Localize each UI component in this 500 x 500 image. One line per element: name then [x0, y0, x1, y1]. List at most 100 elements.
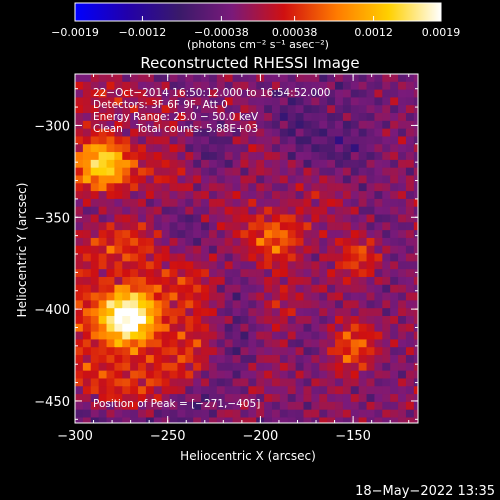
- heatmap-cell: [114, 323, 123, 333]
- heatmap-cell: [382, 323, 391, 333]
- heatmap-cell: [405, 113, 415, 122]
- heatmap-cell: [106, 300, 115, 309]
- heatmap-cell: [422, 230, 430, 238]
- heatmap-cell: [271, 237, 281, 247]
- heatmap-cell: [169, 331, 179, 341]
- heatmap-cell: [256, 261, 265, 270]
- heatmap-cell: [366, 308, 376, 317]
- heatmap-cell: [335, 401, 344, 411]
- heatmap-cell: [374, 401, 383, 411]
- heatmap-cell: [279, 253, 289, 262]
- heatmap-cell: [106, 362, 115, 372]
- heatmap-cell: [279, 323, 289, 333]
- heatmap-cell: [161, 409, 171, 419]
- heatmap-cell: [319, 191, 328, 200]
- heatmap-cell: [145, 105, 155, 114]
- heatmap-cell: [169, 284, 179, 294]
- heatmap-cell: [169, 355, 179, 364]
- heatmap-cell: [201, 97, 210, 106]
- heatmap-cell: [327, 245, 336, 255]
- heatmap-cell: [201, 89, 210, 99]
- heatmap-cell: [271, 355, 281, 364]
- heatmap-cell: [382, 81, 391, 91]
- heatmap-cell: [335, 331, 344, 341]
- heatmap-cell: [319, 222, 328, 231]
- heatmap-cell: [130, 206, 139, 216]
- heatmap-cell: [413, 276, 418, 286]
- heatmap-cell: [358, 222, 368, 231]
- heatmap-cell: [106, 292, 115, 301]
- heatmap-cell: [398, 81, 407, 91]
- heatmap-cell: [201, 105, 210, 114]
- heatmap-cell: [382, 300, 391, 309]
- heatmap-cell: [382, 113, 391, 122]
- heatmap-cell: [279, 276, 289, 286]
- heatmap-cell: [177, 222, 186, 231]
- heatmap-cell: [240, 113, 249, 122]
- heatmap-cell: [82, 198, 92, 208]
- heatmap-cell: [271, 167, 281, 177]
- x-axis-label: Heliocentric X (arcsec): [180, 449, 316, 463]
- heatmap-cell: [169, 74, 179, 83]
- heatmap-cell: [335, 339, 344, 348]
- heatmap-cell: [271, 128, 281, 138]
- heatmap-cell: [248, 191, 257, 200]
- heatmap-cell: [177, 81, 186, 91]
- heatmap-cell: [413, 206, 418, 216]
- heatmap-cell: [342, 409, 352, 419]
- heatmap-cell: [122, 269, 131, 278]
- heatmap-cell: [224, 198, 234, 208]
- heatmap-cell: [311, 261, 320, 270]
- heatmap-cell: [161, 269, 171, 278]
- heatmap-cell: [256, 323, 265, 333]
- heatmap-cell: [177, 386, 186, 395]
- heatmap-cell: [405, 74, 415, 83]
- heatmap-cell: [374, 89, 383, 99]
- heatmap-cell: [271, 339, 281, 348]
- heatmap-cell: [177, 113, 186, 122]
- heatmap-cell: [106, 105, 115, 114]
- heatmap-cell: [169, 378, 179, 387]
- heatmap-cell: [153, 401, 163, 411]
- heatmap-cell: [161, 167, 171, 177]
- heatmap-cell: [201, 214, 210, 223]
- heatmap-cell: [287, 378, 297, 387]
- heatmap-cell: [256, 152, 265, 161]
- heatmap-cell: [240, 120, 249, 130]
- heatmap-cell: [382, 136, 391, 145]
- heatmap-cell: [319, 214, 328, 223]
- heatmap-cell: [327, 339, 336, 348]
- heatmap-cell: [122, 81, 131, 91]
- heatmap-cell: [311, 245, 320, 255]
- heatmap-cell: [287, 113, 297, 122]
- heatmap-cell: [185, 175, 194, 184]
- heatmap-cell: [279, 105, 289, 114]
- heatmap-cell: [106, 159, 115, 169]
- heatmap-cell: [335, 362, 344, 372]
- heatmap-cell: [248, 409, 257, 419]
- heatmap-cell: [114, 214, 123, 223]
- heatmap-cell: [90, 113, 100, 122]
- heatmap-cell: [374, 222, 383, 231]
- heatmap-cell: [216, 206, 226, 216]
- heatmap-cell: [216, 97, 226, 106]
- heatmap-cell: [390, 214, 399, 223]
- heatmap-cell: [382, 276, 391, 286]
- heatmap-cell: [295, 401, 305, 411]
- heatmap-cell: [161, 120, 171, 130]
- heatmap-cell: [382, 167, 391, 177]
- heatmap-cell: [185, 394, 194, 403]
- heatmap-cell: [303, 222, 312, 231]
- heatmap-cell: [224, 97, 234, 106]
- heatmap-cell: [145, 253, 155, 262]
- heatmap-cell: [232, 245, 242, 255]
- heatmap-cell: [177, 292, 186, 301]
- heatmap-cell: [405, 316, 415, 325]
- heatmap-cell: [342, 394, 352, 403]
- heatmap-cell: [358, 316, 368, 325]
- heatmap-cell: [327, 198, 336, 208]
- heatmap-cell: [413, 253, 418, 262]
- heatmap-cell: [406, 425, 414, 433]
- heatmap-cell: [193, 378, 202, 387]
- heatmap-cell: [295, 370, 305, 380]
